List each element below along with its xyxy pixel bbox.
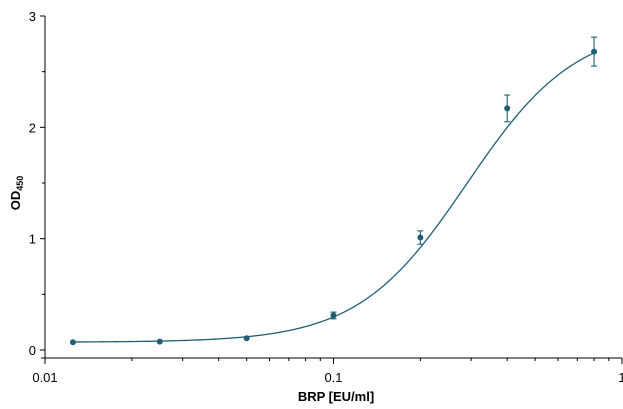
x-tick-label-0.01: 0.01	[32, 370, 57, 385]
axes	[41, 16, 622, 359]
data-point-6	[591, 48, 598, 55]
y-axis-title-subscript: 450	[15, 176, 25, 191]
y-tick-label-0: 0	[29, 343, 36, 358]
y-tick-label-3: 3	[29, 9, 36, 24]
data-point-4	[417, 234, 424, 241]
data-point-1	[156, 338, 163, 345]
fit-curve	[72, 52, 595, 343]
error-bars	[330, 36, 598, 320]
data-point-3	[330, 312, 337, 319]
x-ticks: 0.01 0.1 1	[32, 358, 623, 385]
x-axis-title: BRP [EU/ml]	[298, 389, 374, 404]
y-ticks: 0 1 2 3	[29, 9, 45, 358]
x-tick-label-0.1: 0.1	[324, 370, 342, 385]
data-point-2	[243, 335, 250, 342]
y-tick-label-1: 1	[29, 232, 36, 247]
x-tick-label-1: 1	[618, 370, 623, 385]
data-points	[69, 48, 598, 346]
y-tick-label-2: 2	[29, 120, 36, 135]
data-point-0	[69, 339, 76, 346]
svg-text:OD450: OD450	[8, 176, 25, 211]
data-point-5	[504, 105, 511, 112]
y-axis-title-main: OD	[8, 191, 23, 211]
y-axis-title: OD450	[8, 176, 25, 211]
